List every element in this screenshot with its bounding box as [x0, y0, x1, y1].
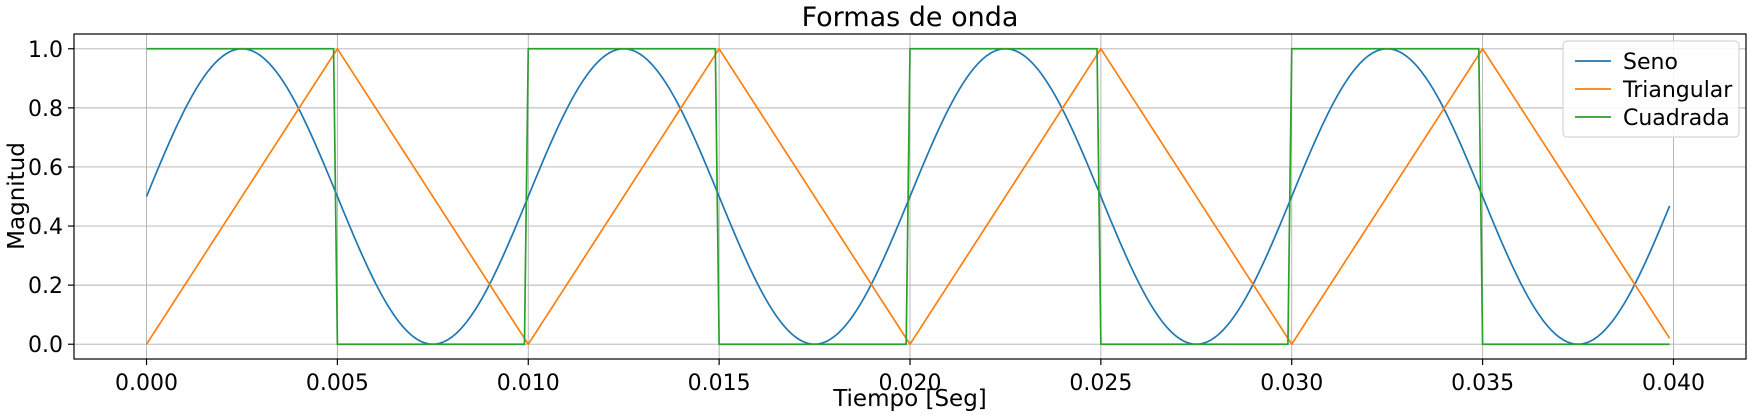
legend-box — [1562, 40, 1740, 138]
series-lines — [145, 47, 1671, 346]
legend-label-cuadrada: Cuadrada — [1623, 106, 1730, 131]
chart-title: Formas de onda — [802, 2, 1019, 33]
x-tick-label: 0.035 — [1451, 371, 1514, 396]
y-tick-label: 0.4 — [28, 215, 63, 240]
y-tick-label: 0.0 — [28, 333, 63, 358]
y-tick-label: 0.8 — [28, 97, 63, 122]
x-tick-label: 0.025 — [1069, 371, 1132, 396]
x-tick-label: 0.030 — [1260, 371, 1323, 396]
y-tick-label: 1.0 — [28, 38, 63, 63]
legend-label-triangular: Triangular — [1622, 78, 1733, 103]
x-tick-label: 0.015 — [688, 371, 751, 396]
legend: Seno Triangular Cuadrada — [1562, 40, 1740, 138]
x-tick-label: 0.000 — [115, 371, 178, 396]
y-axis-label: Magnitud — [4, 142, 30, 250]
y-tick-label: 0.6 — [28, 156, 63, 181]
x-tick-label: 0.040 — [1642, 371, 1705, 396]
y-axis-ticks: 0.0 0.2 0.4 0.6 0.8 1.0 — [28, 38, 74, 358]
x-tick-label: 0.010 — [497, 371, 560, 396]
series-line-triangular — [145, 47, 1671, 346]
series-line-cuadrada — [146, 47, 1670, 346]
x-axis-ticks: 0.000 0.005 0.010 0.015 0.020 0.025 0.030 0.035… — [115, 359, 1705, 396]
x-tick-label: 0.005 — [306, 371, 369, 396]
x-axis-label: Tiempo [Seg] — [832, 386, 987, 412]
y-tick-label: 0.2 — [28, 274, 63, 299]
legend-label-seno: Seno — [1623, 50, 1678, 75]
x-tick-label: 0.020 — [879, 371, 942, 396]
